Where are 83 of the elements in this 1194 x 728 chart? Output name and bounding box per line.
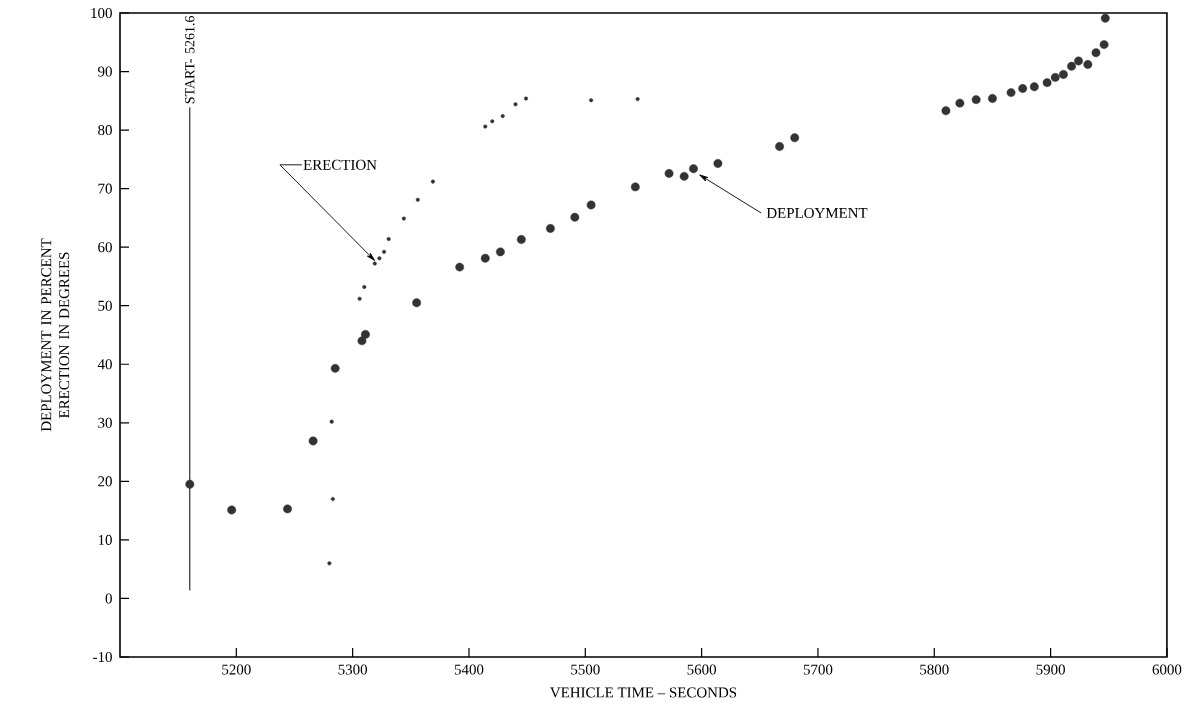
point [775, 142, 784, 151]
y-tick-label: 70 [98, 183, 112, 194]
point [586, 200, 596, 210]
point [327, 561, 332, 566]
x-tick-label: 5900 [1036, 664, 1065, 675]
point [386, 236, 391, 241]
y-tick-label: 20 [98, 476, 112, 487]
point [546, 224, 555, 233]
point [490, 119, 495, 124]
point [377, 256, 382, 261]
annotation: DEPLOYMENT [766, 207, 868, 219]
point [1067, 61, 1076, 71]
point [483, 124, 488, 129]
point [357, 296, 362, 301]
x-tick-label: 5200 [222, 664, 251, 675]
x-axis-title: VEHICLE TIME – SECONDS [550, 687, 737, 698]
point [513, 102, 518, 107]
y-tick-label: 100 [91, 7, 112, 19]
point [283, 504, 292, 514]
point [1006, 88, 1016, 98]
y-tick-label: 80 [98, 125, 112, 136]
y-tick-label: 40 [97, 359, 112, 370]
point [1100, 13, 1110, 23]
point [955, 98, 965, 108]
point [361, 330, 370, 339]
point [630, 182, 640, 192]
point [330, 496, 335, 501]
ref-line-label: START- 5261.6 [185, 16, 195, 104]
point [1074, 56, 1083, 66]
point [1099, 40, 1109, 49]
x-tick-label: 5600 [687, 664, 717, 675]
point [971, 95, 981, 105]
point [635, 97, 640, 102]
point [713, 159, 723, 168]
point [689, 164, 698, 174]
point [1083, 60, 1093, 69]
y-tick-label: 0 [105, 593, 112, 604]
point [430, 179, 435, 184]
x-tick-label: 5500 [571, 664, 600, 675]
point [516, 235, 526, 244]
point [495, 247, 505, 257]
point [679, 171, 689, 181]
point [401, 216, 406, 221]
point [523, 96, 528, 101]
point [1091, 48, 1101, 58]
point [372, 261, 377, 266]
point [1050, 72, 1060, 82]
x-tick-label: 5300 [338, 664, 368, 675]
point [1029, 82, 1039, 92]
x-tick-label: 6000 [1152, 664, 1182, 675]
y-tick-label: 50 [98, 300, 112, 311]
y-tick-label: 30 [98, 417, 112, 428]
point [664, 169, 674, 178]
y-tick-label: 60 [98, 242, 112, 253]
x-tick-label: 5800 [920, 664, 949, 675]
point [415, 197, 420, 202]
y-axis-title: DEPLOYMENT IN PERCENT ERECTION IN DEGREES [41, 238, 70, 432]
point [185, 479, 195, 489]
x-tick-label: 5700 [803, 664, 833, 675]
point [500, 114, 505, 119]
point [308, 436, 318, 446]
point [382, 249, 387, 254]
point [329, 419, 334, 424]
point [227, 505, 237, 515]
y-tick-label: 10 [98, 534, 112, 545]
point [1059, 70, 1068, 79]
point [589, 98, 594, 103]
point [570, 212, 580, 222]
point [362, 284, 367, 289]
point [455, 262, 465, 272]
point [1018, 84, 1028, 93]
point [941, 106, 951, 116]
point [357, 336, 367, 346]
point [330, 363, 340, 373]
point [412, 298, 422, 308]
point [790, 133, 800, 143]
point [1042, 78, 1052, 88]
point [988, 94, 997, 103]
x-tick-label: 5400 [454, 664, 484, 675]
point [480, 253, 490, 263]
y-tick-label: -10 [93, 651, 112, 663]
y-tick-label: 90 [98, 66, 112, 77]
annotation: ERECTION [303, 159, 377, 170]
